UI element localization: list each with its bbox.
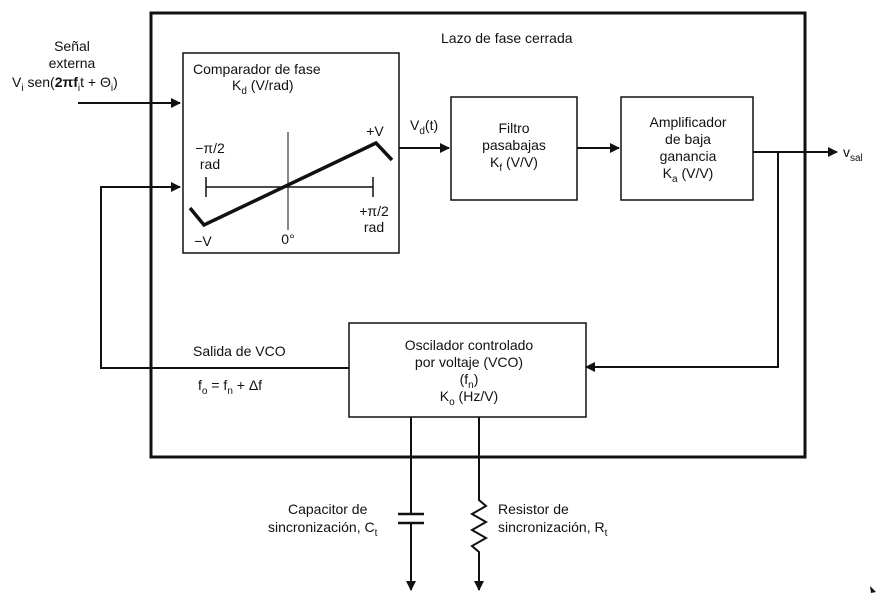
filter-line2: pasabajas: [482, 137, 546, 153]
vco-gain: Ko (Hz/V): [440, 388, 498, 408]
comparator-gain: Kd (V/rad): [232, 77, 294, 97]
capacitor-label-line2: sincronización, Ct: [268, 519, 378, 539]
amp-gain: Ka (V/V): [663, 165, 714, 185]
filter-gain: Kf (V/V): [490, 154, 538, 174]
zero-degree-label: 0°: [281, 231, 294, 247]
resistor-label-line1: Resistor de: [498, 501, 569, 517]
rad-label-right: rad: [364, 219, 384, 235]
neg-v-label: −V: [194, 233, 212, 249]
amp-line1: Amplificador: [649, 114, 726, 130]
phase-comparator-box: [182, 52, 400, 254]
amplifier-box: [620, 96, 754, 201]
filter-line1: Filtro: [498, 120, 529, 136]
svg-text:externa: externa: [49, 55, 96, 71]
input-signal-label: Señal externa Vi sen(2πfit + Θi): [12, 38, 118, 94]
neg-pi-label: −π/2: [195, 140, 225, 156]
vco-output-equation: fo = fn + Δf: [198, 377, 262, 397]
corner-mark: [870, 586, 876, 593]
vd-label: Vd(t): [410, 117, 438, 137]
characteristic-curve: [188, 140, 394, 228]
amp-line2: de baja: [665, 131, 711, 147]
vco-line1: Oscilador controlado: [405, 337, 534, 353]
capacitor-label-line1: Capacitor de: [288, 501, 368, 517]
vco-line2: por voltaje (VCO): [415, 354, 523, 370]
vco-feedback-line: [100, 182, 349, 369]
resistor-symbol: [469, 417, 489, 591]
pos-pi-label: +π/2: [359, 203, 389, 219]
pos-v-label: +V: [366, 123, 384, 139]
rad-label-left: rad: [200, 156, 220, 172]
resistor-label-line2: sincronización, Rt: [498, 519, 608, 539]
svg-text:Vi sen(2πfit + Θi): Vi sen(2πfit + Θi): [12, 74, 118, 94]
vco-box: [348, 322, 587, 418]
comparator-title: Comparador de fase: [193, 61, 321, 77]
amp-to-vco-line: [585, 152, 779, 372]
svg-text:Señal: Señal: [54, 38, 90, 54]
vco-fn: (fn): [460, 371, 479, 391]
output-label: vsal: [843, 144, 863, 164]
vco-output-label: Salida de VCO: [193, 343, 286, 359]
amp-line3: ganancia: [660, 148, 717, 164]
outer-title: Lazo de fase cerrada: [441, 30, 573, 46]
